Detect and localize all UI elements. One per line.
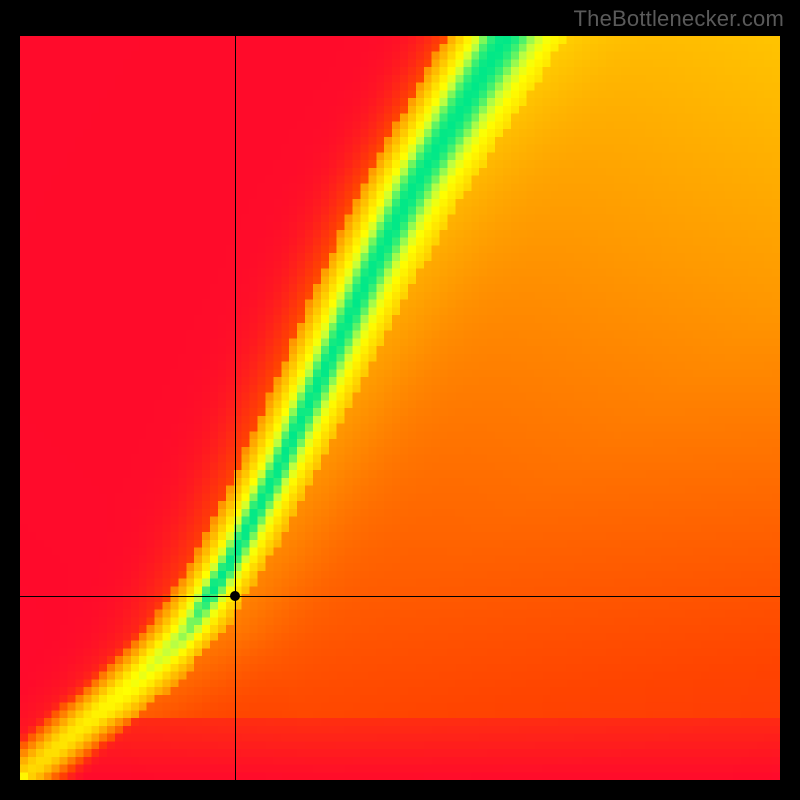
crosshair-dot	[230, 591, 240, 601]
chart-container: TheBottlenecker.com	[0, 0, 800, 800]
crosshair-horizontal	[20, 596, 780, 597]
crosshair-vertical	[235, 36, 236, 780]
plot-area	[20, 36, 780, 780]
watermark-text: TheBottlenecker.com	[574, 6, 784, 32]
heatmap-canvas	[20, 36, 780, 780]
